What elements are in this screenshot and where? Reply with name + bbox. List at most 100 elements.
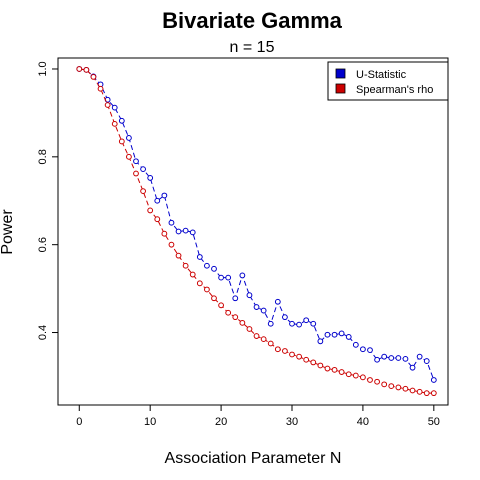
data-point-spearman-s-rho bbox=[76, 66, 83, 72]
data-point-spearman-s-rho bbox=[225, 309, 232, 316]
data-point-spearman-s-rho bbox=[239, 319, 246, 326]
series-line-spearman-s-rho bbox=[79, 68, 434, 394]
data-point-u-statistic bbox=[147, 175, 154, 181]
x-tick-label: 30 bbox=[286, 416, 298, 428]
data-point-u-statistic bbox=[388, 355, 395, 361]
chart-subtitle: n = 15 bbox=[230, 39, 275, 56]
data-point-u-statistic bbox=[324, 331, 331, 338]
data-point-u-statistic bbox=[239, 272, 246, 279]
y-tick-label: 1.0 bbox=[37, 61, 49, 76]
data-point-u-statistic bbox=[338, 330, 345, 337]
data-point-spearman-s-rho bbox=[104, 102, 111, 108]
data-point-spearman-s-rho bbox=[402, 385, 409, 392]
data-point-spearman-s-rho bbox=[168, 241, 175, 248]
data-point-u-statistic bbox=[310, 320, 317, 327]
data-point-u-statistic bbox=[367, 347, 373, 353]
data-point-u-statistic bbox=[267, 320, 274, 327]
legend: U-Statistic Spearman's rho bbox=[327, 61, 449, 101]
data-point-u-statistic bbox=[211, 265, 217, 272]
data-point-u-statistic bbox=[331, 331, 338, 338]
data-point-spearman-s-rho bbox=[416, 388, 423, 395]
data-point-u-statistic bbox=[345, 334, 352, 340]
data-point-spearman-s-rho bbox=[182, 262, 189, 269]
data-point-spearman-s-rho bbox=[324, 365, 331, 372]
plot-frame bbox=[57, 57, 449, 406]
series-layer bbox=[76, 66, 437, 397]
data-point-spearman-s-rho bbox=[338, 369, 345, 375]
data-point-u-statistic bbox=[118, 117, 125, 124]
data-point-u-statistic bbox=[402, 355, 409, 362]
data-point-spearman-s-rho bbox=[360, 374, 366, 381]
data-point-u-statistic bbox=[317, 338, 324, 345]
data-point-spearman-s-rho bbox=[97, 85, 104, 92]
data-point-spearman-s-rho bbox=[430, 390, 437, 397]
data-point-u-statistic bbox=[204, 262, 210, 269]
data-point-spearman-s-rho bbox=[204, 286, 210, 293]
data-point-u-statistic bbox=[374, 356, 380, 363]
data-point-u-statistic bbox=[218, 274, 224, 281]
data-point-u-statistic bbox=[282, 314, 288, 321]
data-point-spearman-s-rho bbox=[352, 372, 359, 379]
data-point-u-statistic bbox=[395, 355, 402, 361]
data-point-u-statistic bbox=[133, 158, 139, 165]
y-axis-label: Power bbox=[0, 209, 16, 255]
data-point-u-statistic bbox=[360, 346, 366, 353]
data-point-u-statistic bbox=[225, 274, 232, 281]
data-point-u-statistic bbox=[296, 321, 302, 328]
chart-title: Bivariate Gamma bbox=[162, 8, 343, 33]
data-point-spearman-s-rho bbox=[274, 346, 281, 353]
y-tick-label: 0.8 bbox=[37, 149, 49, 164]
data-point-spearman-s-rho bbox=[126, 153, 132, 160]
data-point-u-statistic bbox=[352, 341, 359, 348]
data-point-spearman-s-rho bbox=[317, 362, 324, 369]
data-point-spearman-s-rho bbox=[409, 387, 416, 394]
data-point-u-statistic bbox=[161, 192, 168, 199]
data-point-spearman-s-rho bbox=[196, 280, 203, 287]
data-point-u-statistic bbox=[126, 135, 132, 141]
data-point-spearman-s-rho bbox=[232, 314, 239, 321]
data-point-spearman-s-rho bbox=[260, 336, 267, 343]
data-point-u-statistic bbox=[430, 377, 437, 383]
data-point-u-statistic bbox=[253, 304, 260, 310]
data-point-u-statistic bbox=[196, 254, 203, 260]
data-point-spearman-s-rho bbox=[111, 120, 118, 127]
data-point-spearman-s-rho bbox=[303, 356, 310, 363]
data-point-spearman-s-rho bbox=[211, 295, 217, 302]
x-axis-label: Association Parameter N bbox=[165, 450, 342, 467]
data-point-spearman-s-rho bbox=[310, 359, 317, 366]
data-point-u-statistic bbox=[381, 353, 388, 360]
data-point-spearman-s-rho bbox=[374, 378, 380, 385]
data-point-spearman-s-rho bbox=[388, 383, 395, 390]
data-point-spearman-s-rho bbox=[140, 188, 146, 194]
data-point-u-statistic bbox=[232, 295, 239, 302]
data-point-u-statistic bbox=[303, 317, 310, 324]
data-point-u-statistic bbox=[168, 219, 175, 226]
data-point-u-statistic bbox=[260, 307, 267, 314]
data-point-spearman-s-rho bbox=[133, 170, 139, 177]
data-point-spearman-s-rho bbox=[331, 366, 338, 373]
data-point-spearman-s-rho bbox=[175, 252, 182, 259]
data-point-spearman-s-rho bbox=[218, 302, 224, 309]
data-point-spearman-s-rho bbox=[282, 348, 288, 354]
data-point-u-statistic bbox=[274, 298, 281, 305]
legend-label-u-statistic: U-Statistic bbox=[356, 69, 407, 81]
data-point-spearman-s-rho bbox=[246, 326, 253, 332]
data-point-spearman-s-rho bbox=[289, 351, 295, 358]
data-point-spearman-s-rho bbox=[189, 271, 196, 278]
legend-box bbox=[327, 61, 449, 101]
x-tick-label: 40 bbox=[357, 416, 369, 428]
data-point-u-statistic bbox=[140, 166, 146, 173]
data-point-u-statistic bbox=[289, 320, 295, 327]
data-point-spearman-s-rho bbox=[381, 381, 388, 388]
data-point-spearman-s-rho bbox=[296, 353, 302, 360]
legend-label-spearmans-rho: Spearman's rho bbox=[356, 84, 433, 96]
data-point-spearman-s-rho bbox=[90, 73, 97, 80]
data-point-spearman-s-rho bbox=[395, 384, 402, 391]
x-axis: 0 10 20 30 40 50 bbox=[76, 405, 440, 428]
data-point-u-statistic bbox=[423, 358, 430, 364]
data-point-u-statistic bbox=[189, 229, 196, 236]
data-point-u-statistic bbox=[182, 227, 189, 234]
y-tick-label: 0.6 bbox=[37, 237, 49, 252]
data-point-u-statistic bbox=[409, 364, 416, 371]
